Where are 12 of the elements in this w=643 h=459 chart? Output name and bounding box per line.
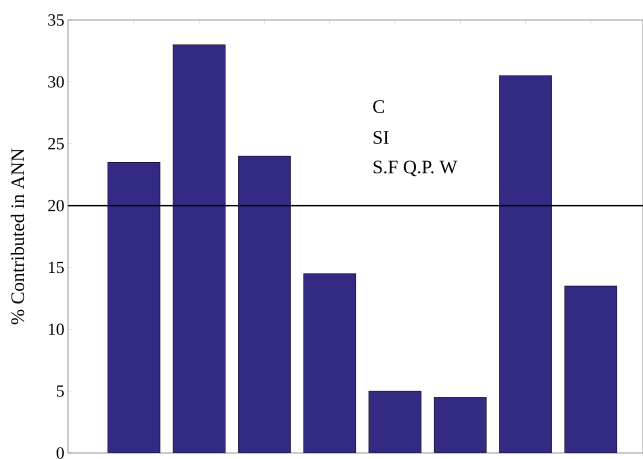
- y-tick-label: 30: [48, 76, 64, 88]
- y-tick-label: 35: [48, 14, 64, 26]
- y-tick-label: 10: [48, 324, 64, 336]
- y-tick-label: 25: [48, 138, 64, 150]
- y-axis-title: % Contributed in ANN: [10, 148, 24, 324]
- annotation: C: [373, 100, 384, 113]
- annotation: SI: [374, 131, 389, 144]
- y-tick-label: 20: [48, 200, 64, 212]
- annotation: S.F Q.P. W: [374, 160, 458, 176]
- y-tick-label: 0: [56, 447, 64, 459]
- y-tick-label: 5: [56, 385, 64, 397]
- y-tick-label: 15: [48, 262, 64, 274]
